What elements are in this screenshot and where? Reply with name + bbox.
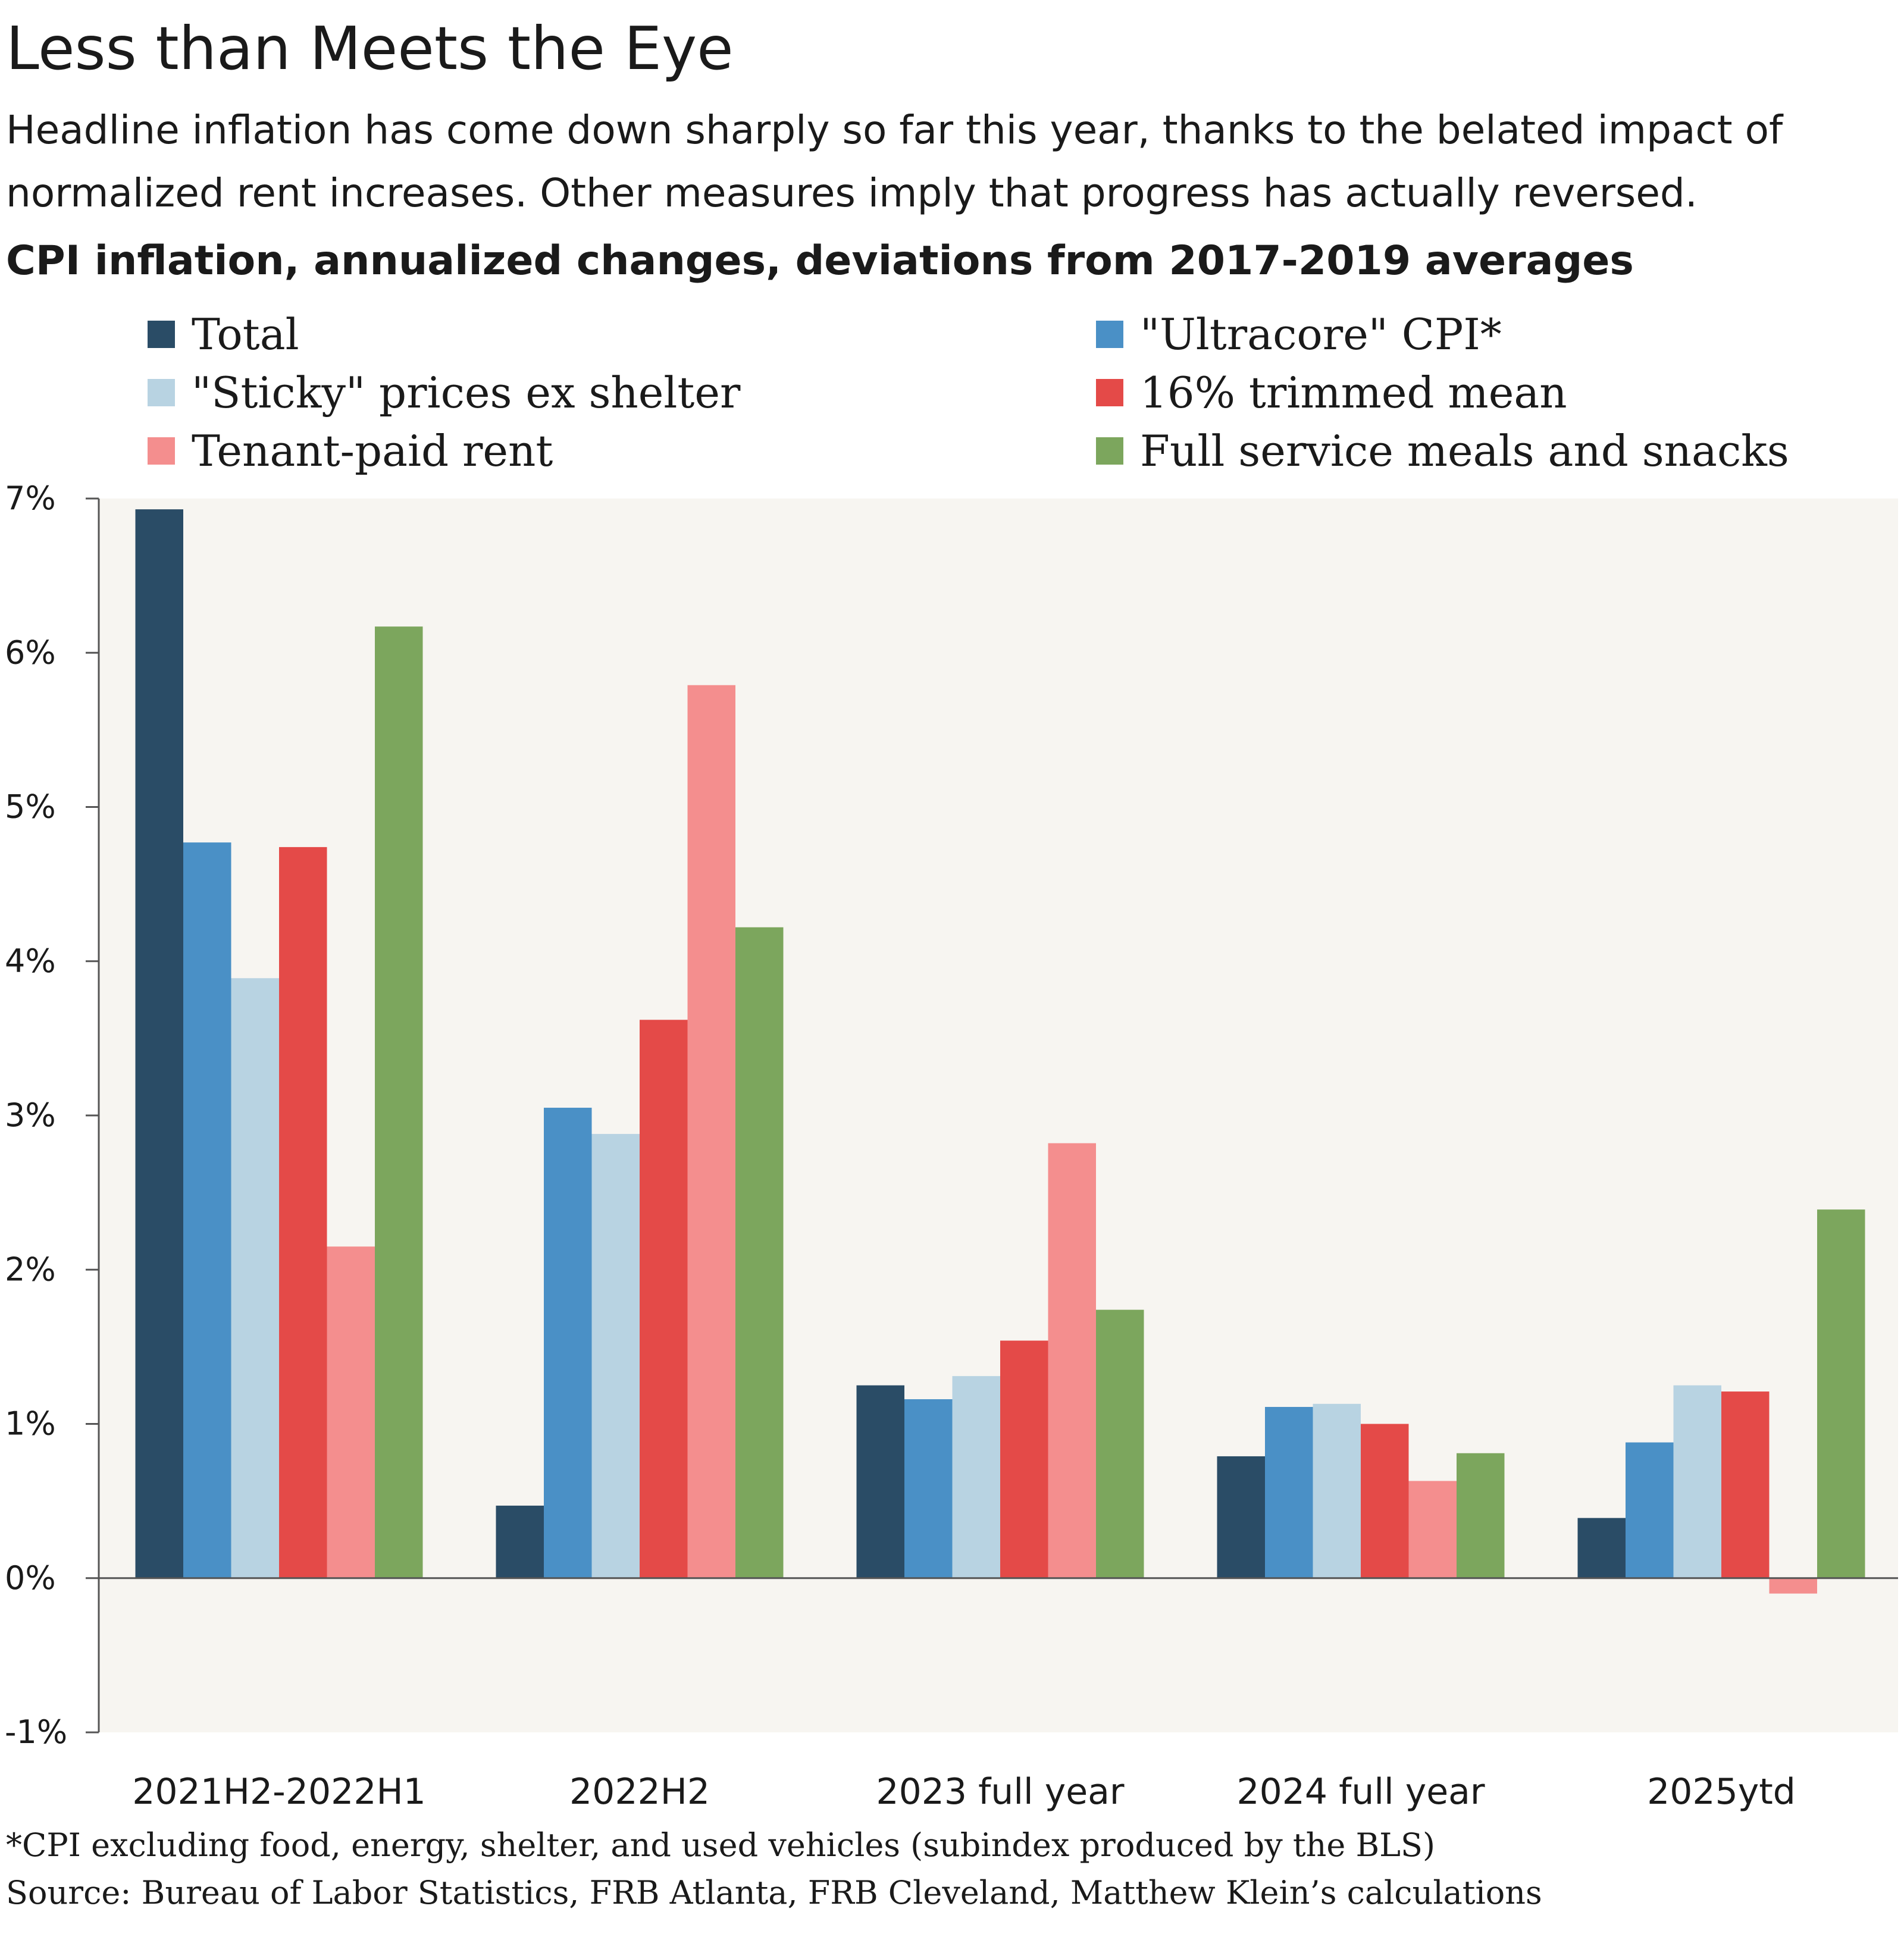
bar [231,978,279,1578]
legend-label-sticky: "Sticky" prices ex shelter [192,368,741,418]
y-tick-label: 0% [5,1559,56,1597]
y-tick-label: 2% [5,1250,56,1288]
legend-swatch-trimmed [1096,379,1123,406]
source-note: Source: Bureau of Labor Statistics, FRB … [6,1874,1542,1911]
category-label: 2021H2-2022H1 [132,1771,426,1813]
y-tick-label: 1% [5,1405,56,1443]
bar [1096,1309,1144,1578]
legend-label-trimmed: 16% trimmed mean [1140,368,1567,418]
legend-label-ultracore: "Ultracore" CPI* [1140,309,1502,359]
legend-item-rent: Tenant-paid rent [148,422,553,479]
bar [544,1108,592,1578]
category-label: 2025ytd [1647,1771,1796,1813]
legend-label-total: Total [192,309,299,359]
legend-swatch-rent [148,437,175,465]
bar [183,842,231,1578]
legend-item-sticky: "Sticky" prices ex shelter [148,364,740,421]
category-label: 2022H2 [569,1771,710,1813]
y-tick-label: 5% [5,788,56,826]
bar [327,1246,375,1578]
chart-heading: CPI inflation, annualized changes, devia… [6,237,1634,284]
y-tick-label: 6% [5,634,56,671]
bar [1457,1453,1505,1578]
chart-subtitle: Headline inflation has come down sharply… [6,107,1783,216]
category-label: 2024 full year [1236,1771,1485,1813]
bar [856,1385,904,1578]
bar [496,1505,544,1578]
y-tick-label: -1% [5,1713,67,1751]
bar [1361,1424,1409,1578]
y-tick-label: 7% [5,479,56,517]
footnote: *CPI excluding food, energy, shelter, an… [6,1826,1436,1864]
chart-title: Less than Meets the Eye [6,14,734,83]
y-tick-label: 3% [5,1096,56,1134]
legend-label-rent: Tenant-paid rent [192,426,553,476]
bar [952,1376,1000,1578]
legend-item-trimmed: 16% trimmed mean [1096,364,1567,421]
legend-item-total: Total [148,306,299,363]
bar [591,1134,640,1578]
y-tick-label: 4% [5,942,56,980]
legend-swatch-sticky [148,379,175,406]
legend-item-meals: Full service meals and snacks [1096,422,1789,479]
bar [640,1020,688,1578]
legend-swatch-ultracore [1096,321,1123,348]
bar-chart: -1% 0% 1% 2% 3% 4% 5% 6% 7% 2021H2-2022H1 2022H2 20… [5,479,1898,1813]
legend-item-ultracore: "Ultracore" CPI* [1096,306,1502,363]
bar [1673,1385,1721,1578]
bar [279,847,327,1578]
bar [1217,1456,1265,1578]
bar [1048,1143,1096,1578]
bar [735,927,784,1578]
bar [1408,1481,1457,1578]
bar [1265,1406,1313,1578]
bar [1000,1340,1048,1578]
bar [1769,1578,1817,1594]
legend-swatch-total [148,321,175,348]
legend-swatch-meals [1096,437,1123,465]
bar [375,626,423,1578]
bar [1721,1391,1770,1578]
bar [1577,1518,1626,1578]
bar [687,685,735,1578]
bar [1313,1403,1361,1578]
category-label: 2023 full year [876,1771,1125,1813]
bar [1817,1209,1865,1578]
bar [904,1399,953,1578]
bar [135,509,183,1578]
legend-label-meals: Full service meals and snacks [1140,426,1789,476]
bar [1626,1442,1674,1578]
